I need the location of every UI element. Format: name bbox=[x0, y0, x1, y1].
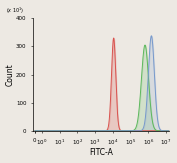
X-axis label: FITC-A: FITC-A bbox=[89, 148, 113, 157]
Y-axis label: Count: Count bbox=[5, 63, 15, 86]
Text: $(x\ 10^1)$: $(x\ 10^1)$ bbox=[6, 6, 25, 16]
